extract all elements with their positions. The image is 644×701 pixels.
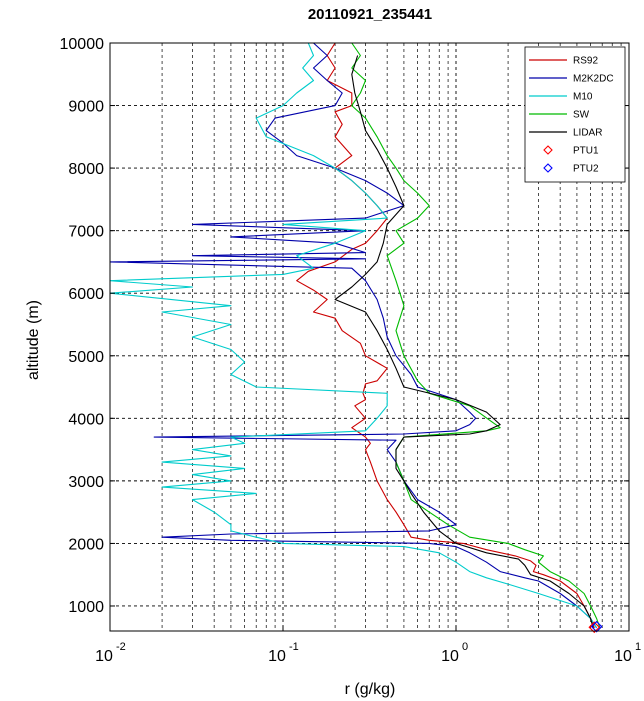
y-tick-label: 4000 [68, 411, 104, 428]
y-tick-label: 2000 [68, 536, 104, 553]
plot-frame [109, 42, 630, 632]
y-axis-label: altitude (m) [25, 300, 42, 380]
series-line-m2k2dc [109, 42, 598, 629]
x-tick-exponent: -1 [289, 641, 299, 653]
y-tick-label: 3000 [68, 474, 104, 491]
y-tick-label: 5000 [68, 349, 104, 366]
x-tick-exponent: 1 [635, 641, 641, 653]
legend-label: SW [573, 110, 590, 121]
x-tick-label: 10 [268, 648, 286, 665]
series-line-rs92 [296, 42, 595, 629]
legend-label: LIDAR [573, 128, 602, 139]
legend-label: PTU2 [573, 164, 599, 175]
legend-label: M2K2DC [573, 74, 614, 85]
x-tick-label: 10 [441, 648, 459, 665]
legend-label: RS92 [573, 56, 598, 67]
chart-title: 20110921_235441 [308, 6, 432, 23]
marker-ptu1 [588, 621, 601, 634]
x-tick-exponent: -2 [116, 641, 126, 653]
legend-label: PTU1 [573, 146, 599, 157]
plot-series [109, 42, 603, 634]
y-tick-label: 7000 [68, 224, 104, 241]
x-axis-label: r (g/kg) [345, 681, 396, 698]
x-tick-label: 10 [614, 648, 632, 665]
legend-marker [543, 163, 553, 173]
series-line-m10 [109, 42, 598, 629]
x-tick-label: 10 [95, 648, 113, 665]
y-tick-label: 8000 [68, 161, 104, 178]
axis-ticks: 1000 2000 3000 4000 5000 6000 7000 8000 9000 1000… [60, 36, 642, 665]
legend-marker [543, 145, 553, 155]
x-tick-exponent: 0 [462, 641, 468, 653]
y-tick-label: 1000 [68, 599, 104, 616]
legend-label: M10 [573, 92, 593, 103]
y-tick-label: 9000 [68, 99, 104, 116]
legend: RS92 M2K2DC M10 SW LIDAR PTU1 PTU2 [524, 46, 626, 183]
y-tick-label: 10000 [60, 36, 105, 53]
marker-ptu2 [590, 620, 603, 633]
series-line-lidar [334, 55, 594, 629]
y-tick-label: 6000 [68, 286, 104, 303]
